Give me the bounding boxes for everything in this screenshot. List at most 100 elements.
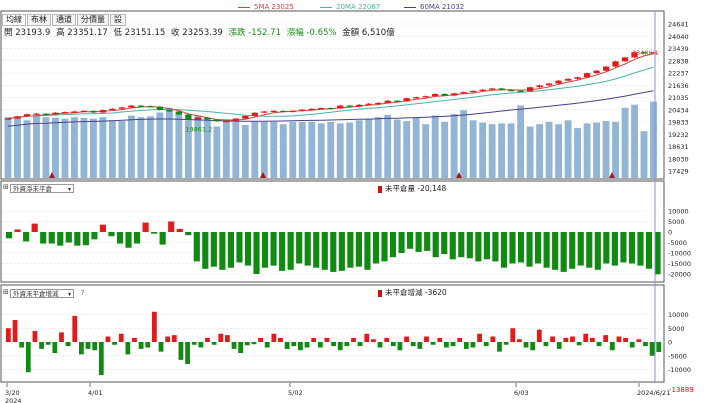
candle-body [650,52,657,54]
panel2-bar [620,232,627,263]
tab-bollinger[interactable]: 布林 [27,14,51,26]
panel3-bar [12,320,18,342]
candle-body [71,111,78,113]
panel3-bar [165,336,171,342]
panel3-bar [231,342,237,349]
panel3-bar [39,342,44,349]
panel3-bar [185,342,190,364]
legend-ma60: 60MA 21032 [404,3,464,11]
panel3-bar [45,342,51,345]
panel3-bar [483,342,489,347]
panel2-bar [509,232,516,264]
candle-body [80,110,88,113]
volume-bar [460,110,468,178]
candle-body [403,98,410,102]
volume-bar [384,114,392,178]
panel3-bar [444,342,449,348]
volume-bar [213,126,221,178]
volume-bar [441,121,449,178]
panel2-bar [176,228,183,232]
panel3-bar [298,342,303,351]
candle-body [156,106,164,111]
panel3-bar [616,336,622,342]
candle-body [232,118,239,122]
candle-body [194,117,201,120]
panel2-icon[interactable]: ⊞ [3,183,9,191]
tab-settings[interactable]: 設 [110,14,126,26]
panel2-bar [577,232,584,266]
volume-bar [33,115,40,178]
candle-body [346,105,353,107]
panel3-icon[interactable]: ⊞ [3,288,9,296]
volume-bar [260,121,268,178]
volume-bar [631,104,638,178]
candle-body [365,103,372,105]
price-tick-label: 18030 [668,155,689,163]
volume-bar [403,121,411,178]
panel2-bar [133,232,141,244]
tab-ma[interactable]: 均線 [2,14,26,26]
candle-body [109,108,116,111]
panel2-bar [347,232,354,268]
panel2-bar [108,232,115,237]
panel2-bar [526,232,533,267]
panel3-bar [125,342,131,355]
candle-body [42,113,50,115]
volume-bar [118,121,126,178]
panel3-bar [132,337,137,342]
panel3-bar [264,342,270,348]
volume-bar [555,124,562,178]
panel3-bar [517,339,522,342]
panel2-indicator-select[interactable]: 外資淨未平倉 ▾ [10,184,74,193]
panel2-bar [654,232,661,275]
panel3-bar [563,337,569,342]
candle-body [185,114,192,120]
candle-body [488,88,496,90]
panel2-bar [116,232,124,244]
panel2-bar [40,232,47,244]
candle-body [337,105,344,109]
panel2-bar [355,232,362,267]
panel3-bar [152,311,157,342]
panel3-bar [138,342,144,349]
panel3-bar [171,335,177,342]
panel3-frame [0,284,665,383]
panel2-bar [261,232,269,268]
panel2-bar [637,232,644,266]
panel3-bar [570,336,575,342]
volume-bar [61,118,69,178]
tab-channel[interactable]: 通道 [52,14,76,26]
volume-bar [336,123,344,178]
price-tick-label: 24040 [668,33,689,41]
panel2-bar [552,232,559,270]
volume-bar [99,117,107,178]
panel3-indicator-select[interactable]: 外資未平倉增減 ▾ [10,289,74,298]
panel3-bar [331,342,336,347]
price-tick-label: 19232 [668,131,689,139]
candle-body [621,57,629,62]
candle-body [602,66,610,71]
panel2-bar [611,232,618,266]
panel3-bar [643,342,648,347]
panel2-bar [142,222,149,232]
price-tick-label: 22237 [668,70,689,78]
tab-volume-profile[interactable]: 分價量 [77,14,109,26]
price-tick-label: 20434 [668,106,689,114]
panel2-bar [569,232,576,269]
legend-ma20: 20MA 22067 [320,3,380,11]
panel3-bar [118,333,124,342]
help-icon[interactable]: ? [81,289,85,297]
candle-body [612,61,619,67]
panel2-bar [560,232,567,272]
candle-body [4,118,12,120]
panel3-bar [145,342,151,348]
panel2-bar [168,221,175,232]
candle-body [327,107,334,110]
panel2-bar [381,232,388,262]
panel3-bar [251,342,257,345]
candle-body [631,52,638,58]
panel3-bar [65,342,71,347]
candle-body [432,93,439,97]
candle-body [375,102,382,105]
